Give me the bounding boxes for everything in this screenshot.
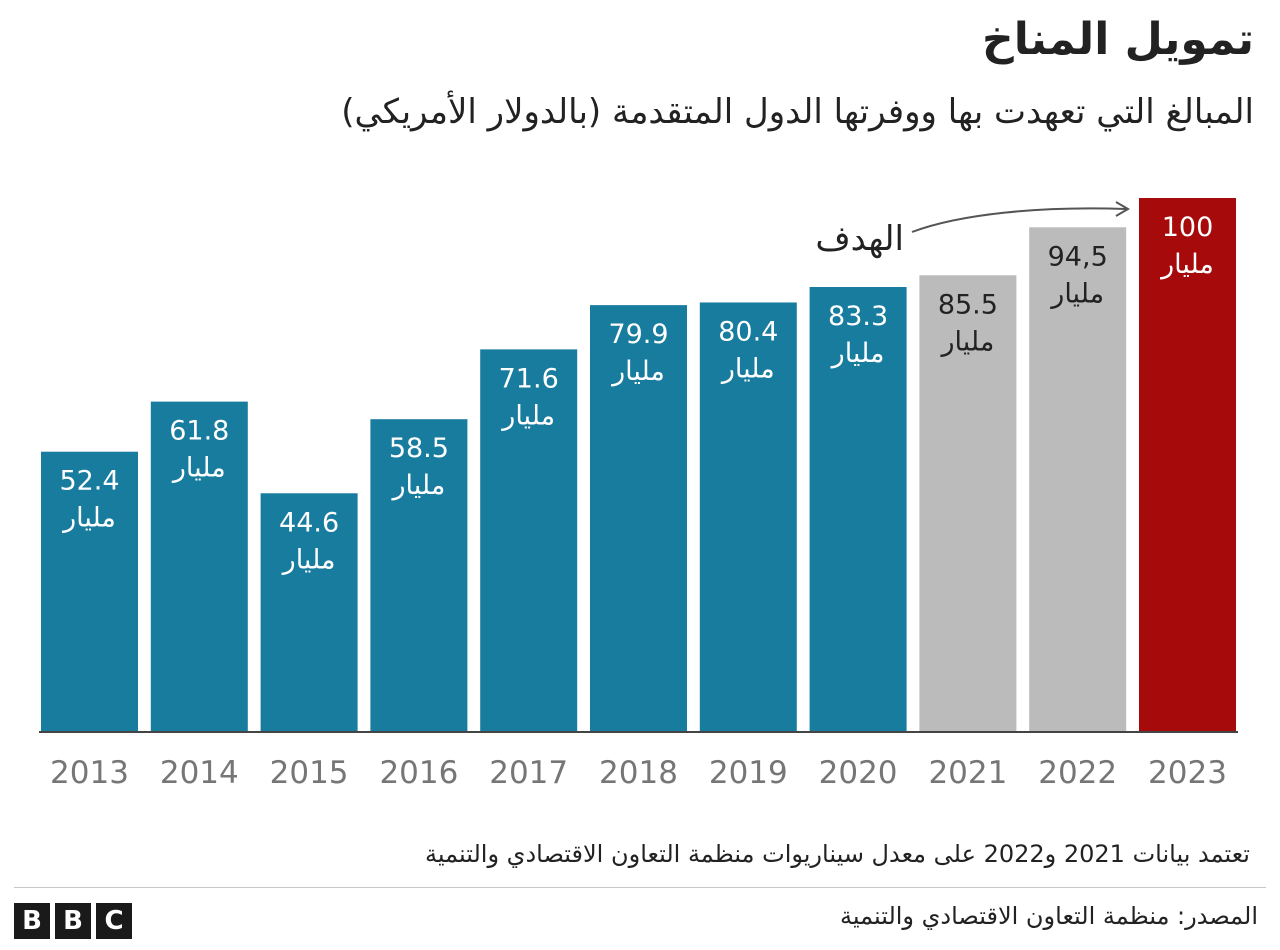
- bar-unit-label: مليار: [610, 356, 665, 387]
- logo-letter: C: [96, 903, 132, 939]
- bar-2019: [699, 302, 797, 731]
- x-tick-label: 2023: [1148, 755, 1227, 791]
- chart-title: تمويل المناخ: [981, 14, 1254, 65]
- bar-value-label: 100: [1162, 212, 1214, 243]
- bar-unit-label: مليار: [171, 453, 226, 484]
- bar-value-label: 83.3: [828, 301, 888, 332]
- bar-unit-label: مليار: [939, 326, 994, 357]
- bar-unit-label: مليار: [720, 353, 775, 384]
- bar-2018: [590, 305, 687, 731]
- x-tick-label: 2021: [928, 755, 1007, 791]
- bars-group: 52.4 مليار 61.8 مليار 44.6 مليار 58.5 مليار 71.6…: [39, 198, 1238, 733]
- bar-2021: [919, 275, 1017, 731]
- bar-value-label: 71.6: [499, 363, 559, 394]
- x-axis-ticks: 2013 2014 2015 2016 2017 2018 2019 2020 2021 2022…: [50, 755, 1227, 791]
- chart-subtitle: المبالغ التي تعهدت بها ووفرتها الدول الم…: [341, 92, 1254, 132]
- bar-2014: [150, 401, 248, 731]
- bar-value-label: 61.8: [169, 416, 229, 447]
- arrowhead-icon: [1115, 201, 1130, 217]
- x-tick-label: 2015: [270, 755, 349, 791]
- bar-value-label: 80.4: [718, 316, 778, 347]
- bar-value-label: 79.9: [608, 319, 668, 350]
- x-tick-label: 2013: [50, 755, 129, 791]
- bar-2023: [1139, 198, 1236, 731]
- bar-value-label: 94,5: [1048, 241, 1108, 272]
- bar-2016: [370, 419, 468, 731]
- bar-unit-label: مليار: [830, 338, 885, 369]
- footer-divider: [14, 887, 1266, 888]
- target-annotation: الهدف: [815, 201, 1130, 259]
- logo-letter: B: [14, 903, 50, 939]
- bar-unit-label: مليار: [500, 400, 555, 431]
- bar-2020: [809, 287, 907, 731]
- x-tick-label: 2020: [819, 755, 898, 791]
- x-tick-label: 2017: [489, 755, 568, 791]
- bar-2015: [260, 493, 358, 731]
- bar-value-label: 44.6: [279, 507, 339, 538]
- bar-2022: [1029, 227, 1127, 731]
- target-arrow-icon: [911, 207, 1127, 233]
- bar-unit-label: مليار: [1159, 249, 1214, 280]
- x-tick-label: 2018: [599, 755, 678, 791]
- bar-2013: [41, 451, 138, 731]
- bar-unit-label: مليار: [281, 544, 336, 575]
- bar-unit-label: مليار: [1049, 278, 1104, 309]
- x-tick-label: 2019: [709, 755, 788, 791]
- bbc-logo: B B C: [14, 903, 132, 939]
- x-tick-label: 2014: [160, 755, 239, 791]
- footnote: تعتمد بيانات 2021 و2022 على معدل سيناريو…: [425, 840, 1250, 868]
- bar-chart: 52.4 مليار 61.8 مليار 44.6 مليار 58.5 مليار 71.6…: [39, 198, 1238, 791]
- bar-unit-label: مليار: [390, 470, 445, 501]
- bar-value-label: 52.4: [59, 466, 119, 497]
- logo-letter: B: [55, 903, 91, 939]
- bar-2017: [480, 349, 578, 731]
- x-tick-label: 2022: [1038, 755, 1117, 791]
- x-tick-label: 2016: [379, 755, 458, 791]
- bar-value-label: 85.5: [938, 289, 998, 320]
- target-label: الهدف: [815, 219, 904, 259]
- bar-value-label: 58.5: [389, 433, 449, 464]
- bar-unit-label: مليار: [61, 503, 116, 534]
- source-credit: المصدر: منظمة التعاون الاقتصادي والتنمية: [839, 902, 1258, 930]
